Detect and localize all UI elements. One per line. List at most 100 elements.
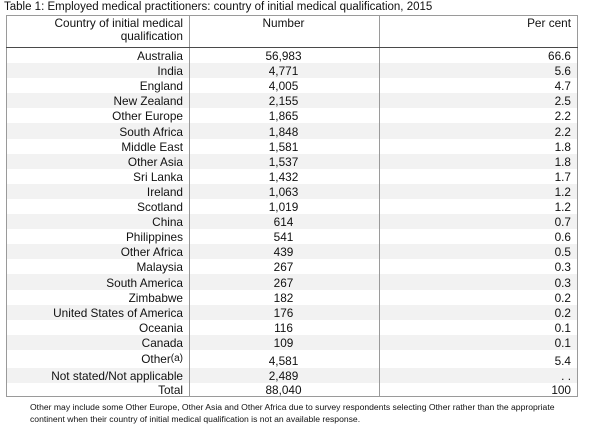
cell-number: 614 — [189, 214, 380, 230]
table-row: China 614 0.7 — [6, 214, 578, 230]
table-row: India 4,771 5.6 — [6, 63, 578, 79]
cell-percent: 0.2 — [379, 304, 578, 320]
cell-country: Australia — [6, 47, 190, 64]
cell-percent: 0.3 — [379, 274, 578, 290]
footnote-line-2: continent when their country of initial … — [30, 414, 361, 424]
cell-country: China — [6, 214, 190, 230]
header-percent: Per cent — [379, 15, 578, 48]
cell-percent: 0.2 — [379, 289, 578, 305]
cell-country: Sri Lanka — [6, 168, 190, 184]
table-row: Middle East 1,581 1.8 — [6, 138, 578, 154]
cell-number: 2,155 — [189, 93, 380, 109]
table-row: Other Asia 1,537 1.8 — [6, 153, 578, 169]
header-country: Country of initial medical qualification — [6, 15, 190, 48]
cell-number: 109 — [189, 334, 380, 350]
cell-country: South America — [6, 274, 190, 290]
cell-number: 182 — [189, 289, 380, 305]
cell-number: 1,865 — [189, 108, 380, 124]
cell-country: Other(a) — [6, 349, 190, 368]
cell-percent: 2.5 — [379, 93, 578, 109]
cell-percent: 0.6 — [379, 229, 578, 245]
table-row: New Zealand 2,155 2.5 — [6, 93, 578, 109]
table-summary: Other(a) 4,581 5.4 Not stated/Not applic… — [6, 349, 578, 397]
table-row: England 4,005 4.7 — [6, 78, 578, 94]
cell-percent: 2.2 — [379, 123, 578, 139]
cell-percent: 66.6 — [379, 47, 578, 64]
cell-percent: 5.4 — [379, 349, 578, 368]
footnote-marker: (a) — [170, 352, 183, 364]
table-header-row: Country of initial medical qualification… — [6, 15, 578, 48]
cell-number: 267 — [189, 259, 380, 275]
cell-percent: 100 — [379, 382, 578, 397]
table-row: Malaysia 267 0.3 — [6, 259, 578, 275]
header-number: Number — [189, 15, 380, 48]
cell-country: Philippines — [6, 229, 190, 245]
cell-number: 541 — [189, 229, 380, 245]
cell-country: Middle East — [6, 138, 190, 154]
cell-number: 267 — [189, 274, 380, 290]
cell-percent: 1.8 — [379, 138, 578, 154]
cell-number: 439 — [189, 244, 380, 260]
cell-percent: 0.3 — [379, 259, 578, 275]
cell-percent: 1.2 — [379, 183, 578, 199]
cell-country: New Zealand — [6, 93, 190, 109]
table-row: Scotland 1,019 1.2 — [6, 198, 578, 215]
cell-percent: 1.2 — [379, 198, 578, 215]
table-footnote: Other may include some Other Europe, Oth… — [30, 401, 590, 425]
table-row: South America 267 0.3 — [6, 274, 578, 290]
cell-number: 88,040 — [189, 382, 380, 397]
table-row: Canada 109 0.1 — [6, 334, 578, 350]
cell-country: Other Asia — [6, 153, 190, 169]
table-row: Philippines 541 0.6 — [6, 229, 578, 245]
cell-percent: 0.1 — [379, 319, 578, 335]
cell-number: 1,581 — [189, 138, 380, 154]
table-row: Australia 56,983 66.6 — [6, 47, 578, 64]
cell-percent: 5.6 — [379, 63, 578, 79]
cell-number: 4,581 — [189, 349, 380, 368]
cell-number: 1,432 — [189, 168, 380, 184]
practitioners-table: Country of initial medical qualification… — [6, 15, 578, 397]
cell-number: 1,063 — [189, 183, 380, 199]
cell-number: 1,019 — [189, 198, 380, 215]
cell-country: Other Africa — [6, 244, 190, 260]
cell-country: Zimbabwe — [6, 289, 190, 305]
table-row: Other Europe 1,865 2.2 — [6, 108, 578, 124]
table-row: Zimbabwe 182 0.2 — [6, 289, 578, 305]
cell-country: England — [6, 78, 190, 94]
footnote-line-1: Other may include some Other Europe, Oth… — [30, 402, 555, 412]
table-row: United States of America 176 0.2 — [6, 304, 578, 320]
cell-country: India — [6, 63, 190, 79]
table-row: Oceania 116 0.1 — [6, 319, 578, 335]
table-row: Sri Lanka 1,432 1.7 — [6, 168, 578, 184]
cell-country: South Africa — [6, 123, 190, 139]
cell-country: Total — [6, 382, 190, 397]
cell-percent: . . — [379, 367, 578, 383]
table-caption: Table 1: Employed medical practitioners:… — [4, 1, 433, 13]
cell-number: 56,983 — [189, 47, 380, 64]
cell-percent: 0.5 — [379, 244, 578, 260]
table-row-not-stated: Not stated/Not applicable 2,489 . . — [6, 367, 578, 383]
cell-country: Malaysia — [6, 259, 190, 275]
cell-percent: 1.7 — [379, 168, 578, 184]
cell-country: Oceania — [6, 319, 190, 335]
table-row: South Africa 1,848 2.2 — [6, 123, 578, 139]
cell-percent: 1.8 — [379, 153, 578, 169]
cell-country: Ireland — [6, 183, 190, 199]
cell-country: United States of America — [6, 304, 190, 320]
cell-percent: 0.1 — [379, 334, 578, 350]
header-country-line1: Country of initial medical — [54, 16, 183, 30]
cell-percent: 0.7 — [379, 214, 578, 230]
cell-country: Canada — [6, 334, 190, 350]
table-body: Australia 56,983 66.6 India 4,771 5.6 England 4… — [6, 47, 578, 350]
cell-number: 4,005 — [189, 78, 380, 94]
cell-number: 116 — [189, 319, 380, 335]
cell-country: Scotland — [6, 198, 190, 215]
header-country-line2: qualification — [120, 29, 183, 43]
table-row: Other Africa 439 0.5 — [6, 244, 578, 260]
cell-number: 4,771 — [189, 63, 380, 79]
cell-percent: 4.7 — [379, 78, 578, 94]
table-row-other: Other(a) 4,581 5.4 — [6, 349, 578, 368]
table-row-total: Total 88,040 100 — [6, 382, 578, 397]
cell-country: Other Europe — [6, 108, 190, 124]
cell-number: 1,537 — [189, 153, 380, 169]
